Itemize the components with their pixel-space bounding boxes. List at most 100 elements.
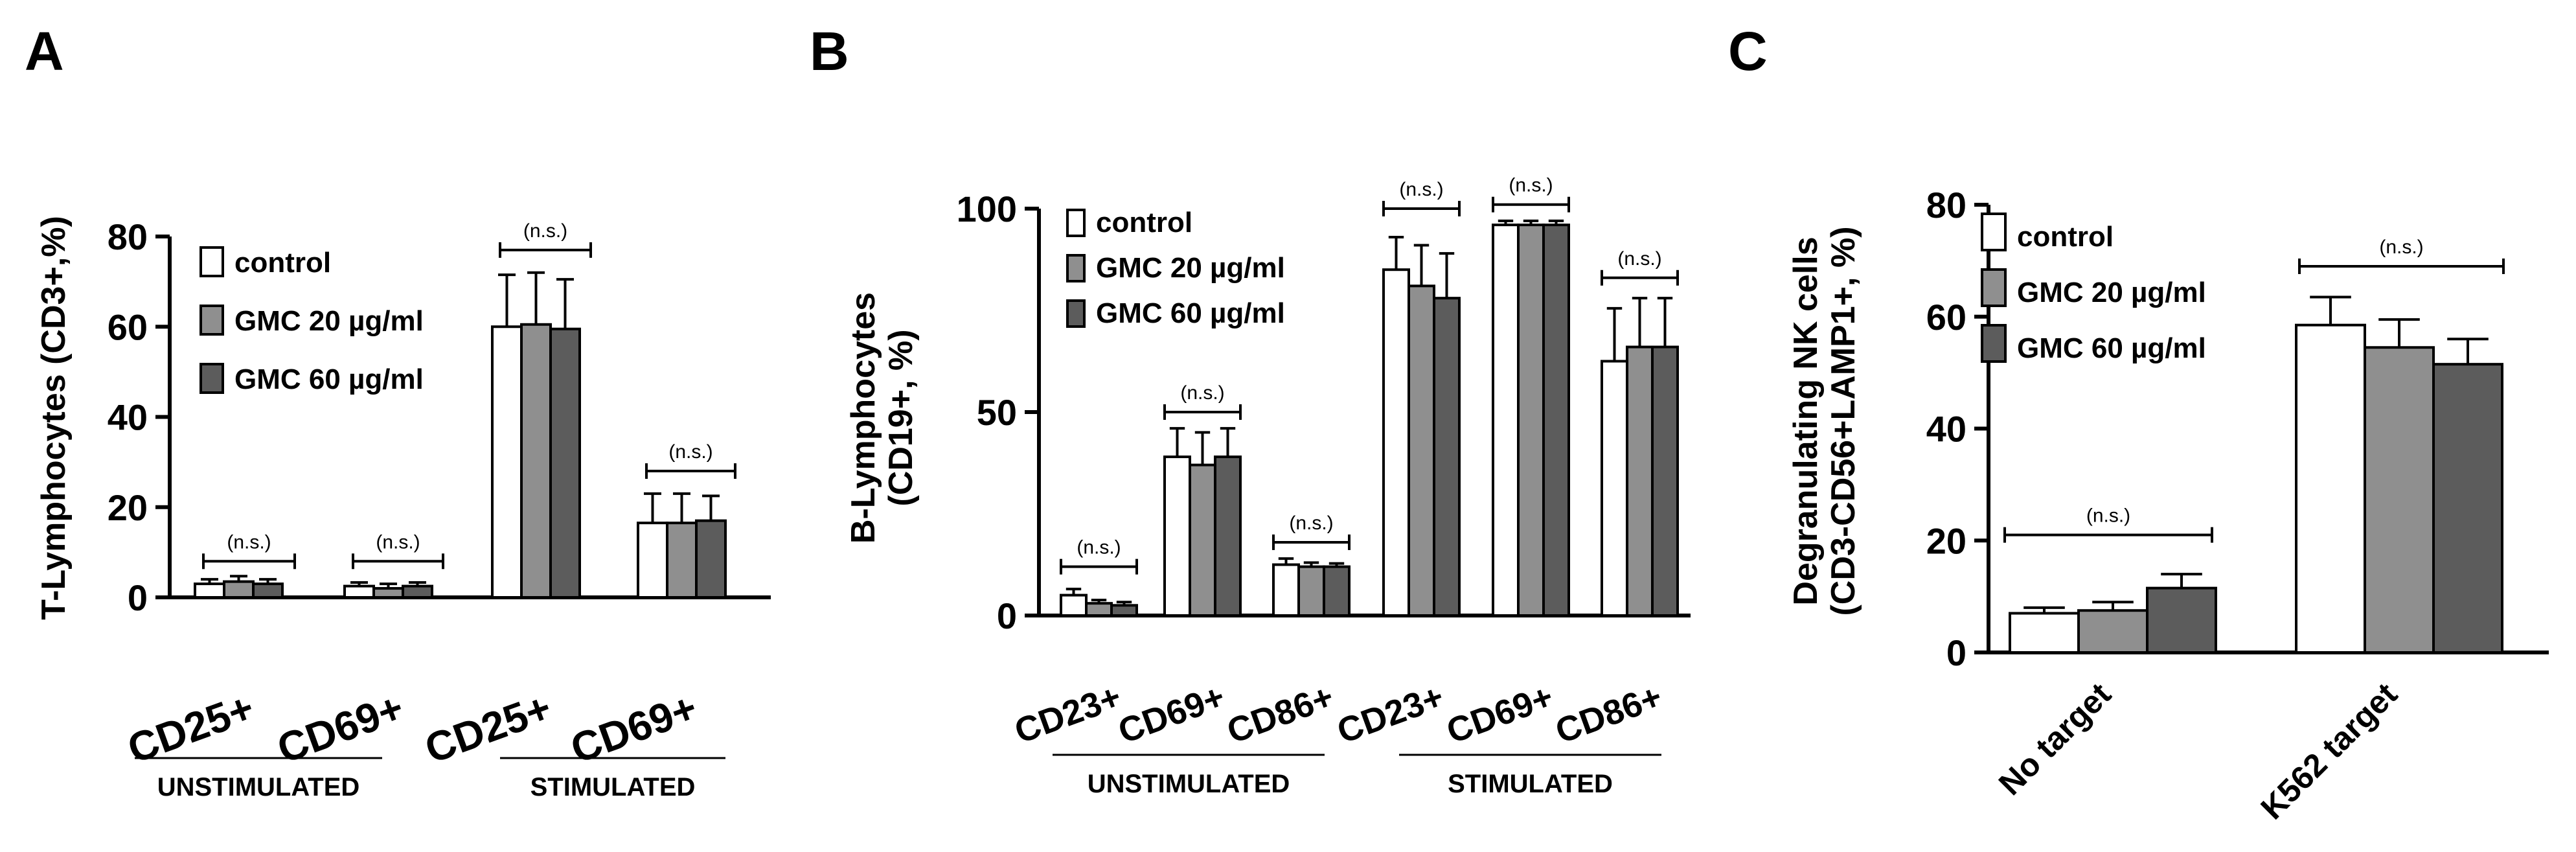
- bar: [402, 584, 433, 599]
- y-tick-label: 0: [128, 577, 148, 618]
- group-label: STIMULATED: [1448, 770, 1613, 798]
- legend-swatch: [1066, 299, 1086, 328]
- legend-label: control: [234, 247, 331, 279]
- bar: [1601, 360, 1628, 617]
- bar: [695, 519, 727, 599]
- bar: [1110, 604, 1138, 617]
- y-tick-label: 50: [977, 392, 1017, 433]
- legend-label: control: [1096, 207, 1192, 238]
- y-axis-label: B-Lymphocytes(CD19+, %): [845, 292, 920, 544]
- bar: [2295, 323, 2366, 654]
- legend-label: GMC 20 µg/ml: [2017, 277, 2206, 308]
- y-axis-label-line: Degranulating NK cells: [1787, 236, 1825, 605]
- legend-swatch: [1066, 254, 1086, 282]
- y-tick-label: 60: [1926, 297, 1966, 338]
- bar: [1626, 345, 1654, 617]
- bar: [2009, 612, 2080, 654]
- bar: [2432, 363, 2503, 654]
- y-tick-label: 100: [957, 189, 1017, 229]
- x-tick-label: CD86+: [1222, 677, 1339, 751]
- y-axis-label: T-Lymphocytes (CD3+,%): [35, 216, 73, 620]
- panel-letter-c: C: [1728, 21, 1768, 82]
- bar: [1214, 455, 1242, 617]
- x-tick-label: CD23+: [1332, 677, 1449, 751]
- significance-label: (n.s.): [1077, 537, 1121, 558]
- legend-swatch: [199, 363, 224, 394]
- significance-label: (n.s.): [1180, 382, 1224, 404]
- significance-label: (n.s.): [227, 531, 271, 553]
- significance-label: (n.s.): [1509, 175, 1553, 196]
- legend-label: GMC 20 µg/ml: [1096, 252, 1285, 284]
- bar: [343, 584, 375, 599]
- legend-swatch: [1981, 324, 2007, 363]
- y-tick-label: 0: [997, 595, 1017, 636]
- significance-label: (n.s.): [1289, 512, 1333, 534]
- bar: [223, 580, 255, 599]
- bar: [2364, 346, 2435, 654]
- legend-label: GMC 60 µg/ml: [1096, 297, 1285, 329]
- bar: [1382, 268, 1410, 617]
- y-axis-label-line: (CD19+, %): [882, 329, 920, 506]
- bar: [549, 327, 581, 599]
- bar: [637, 522, 668, 599]
- group-label: STIMULATED: [530, 773, 696, 801]
- significance-label: (n.s.): [523, 220, 567, 242]
- bar: [666, 522, 698, 599]
- x-tick-label: K562 target: [2254, 676, 2404, 826]
- bar: [1651, 345, 1679, 617]
- legend-swatch: [1066, 209, 1086, 237]
- bar: [1085, 602, 1113, 617]
- y-tick-label: 60: [108, 306, 148, 347]
- significance-label: (n.s.): [2086, 505, 2130, 527]
- bar: [1492, 224, 1520, 617]
- y-axis-label-line: B-Lymphocytes: [845, 292, 882, 544]
- x-tick-label: CD23+: [1010, 677, 1126, 751]
- y-tick-label: 40: [1926, 409, 1966, 450]
- bar: [372, 587, 404, 599]
- y-tick-label: 20: [1926, 520, 1966, 561]
- bar: [1433, 297, 1461, 617]
- bar: [1323, 565, 1351, 617]
- x-tick-label: CD69+: [1442, 677, 1558, 751]
- panel-letter-b: B: [810, 21, 849, 82]
- bar: [520, 323, 552, 599]
- bar: [1517, 224, 1545, 617]
- legend-swatch: [199, 305, 224, 336]
- y-tick-label: 20: [108, 487, 148, 528]
- legend-label: GMC 20 µg/ml: [234, 305, 424, 337]
- bar: [1408, 284, 1435, 617]
- y-tick-label: 80: [1926, 185, 1966, 225]
- bar: [1297, 565, 1325, 617]
- legend-label: control: [2017, 221, 2114, 253]
- x-tick-label: CD86+: [1551, 677, 1667, 751]
- bar: [2077, 609, 2149, 654]
- significance-label: (n.s.): [376, 531, 420, 553]
- x-tick-label: CD69+: [1113, 677, 1230, 751]
- bar: [1272, 563, 1300, 617]
- bar: [1542, 224, 1570, 617]
- bar: [2146, 586, 2217, 654]
- y-axis-label-line: (CD3-CD56+LAMP1+, %): [1825, 226, 1862, 616]
- bar: [194, 582, 225, 599]
- legend-label: GMC 60 µg/ml: [234, 363, 424, 395]
- y-axis-label: Degranulating NK cells(CD3-CD56+LAMP1+, …: [1787, 226, 1862, 616]
- panel-letter-a: A: [25, 21, 64, 82]
- legend-swatch: [199, 246, 224, 277]
- bar: [252, 582, 284, 599]
- legend-swatch: [1981, 268, 2007, 307]
- bar: [1060, 593, 1088, 617]
- x-tick-label: No target: [1992, 676, 2118, 802]
- chart-c: 0 20 40 60 80 Degranulating NK cells(CD3-CD56…: [1787, 185, 2549, 826]
- y-tick-label: 80: [108, 216, 148, 257]
- significance-label: (n.s.): [1617, 248, 1661, 270]
- legend-label: GMC 60 µg/ml: [2017, 332, 2206, 364]
- bar: [1189, 463, 1216, 617]
- y-tick-label: 0: [1946, 632, 1966, 673]
- significance-label: (n.s.): [2379, 236, 2423, 258]
- significance-label: (n.s.): [668, 441, 712, 463]
- y-tick-label: 40: [108, 397, 148, 438]
- group-label: UNSTIMULATED: [157, 773, 360, 801]
